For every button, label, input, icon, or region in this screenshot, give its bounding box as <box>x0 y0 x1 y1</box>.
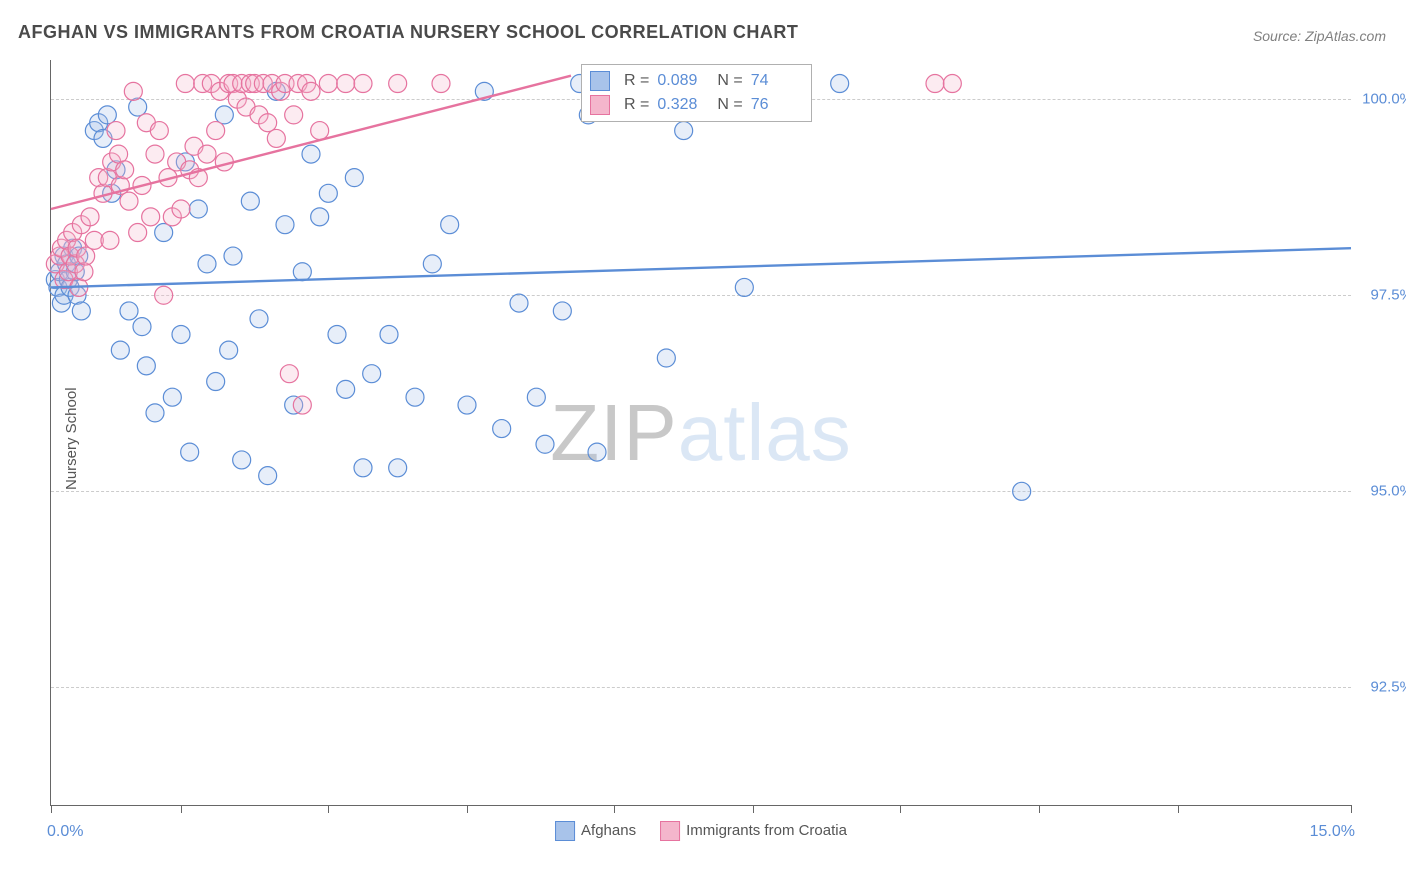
source-attribution: Source: ZipAtlas.com <box>1253 28 1386 44</box>
footer-legend-item-2: Immigrants from Croatia <box>660 821 847 841</box>
legend-r-label: R = <box>624 72 649 90</box>
chart-title: AFGHAN VS IMMIGRANTS FROM CROATIA NURSER… <box>18 22 798 43</box>
inset-legend-row-2: R = 0.328 N = 76 <box>590 93 803 117</box>
legend-n-value-2: 76 <box>751 96 803 114</box>
legend-swatch-croatia <box>590 95 610 115</box>
legend-n-label: N = <box>717 72 742 90</box>
footer-swatch-croatia <box>660 821 680 841</box>
footer-legend-item-1: Afghans <box>555 821 636 841</box>
chart-svg <box>51 60 1351 805</box>
legend-r-label: R = <box>624 96 649 114</box>
x-range-max: 15.0% <box>1310 823 1355 841</box>
footer-label-1: Afghans <box>581 822 636 839</box>
legend-r-value-1: 0.089 <box>657 72 709 90</box>
plot-area: Nursery School 92.5%95.0%97.5%100.0% ZIP… <box>50 60 1351 806</box>
inset-legend: R = 0.089 N = 74 R = 0.328 N = 76 <box>581 64 812 122</box>
legend-n-label: N = <box>717 96 742 114</box>
footer-legend: Afghans Immigrants from Croatia <box>555 821 847 841</box>
legend-r-value-2: 0.328 <box>657 96 709 114</box>
legend-swatch-afghans <box>590 71 610 91</box>
footer-label-2: Immigrants from Croatia <box>686 822 847 839</box>
x-range-min: 0.0% <box>47 823 83 841</box>
legend-n-value-1: 74 <box>751 72 803 90</box>
inset-legend-row-1: R = 0.089 N = 74 <box>590 69 803 93</box>
footer-swatch-afghans <box>555 821 575 841</box>
